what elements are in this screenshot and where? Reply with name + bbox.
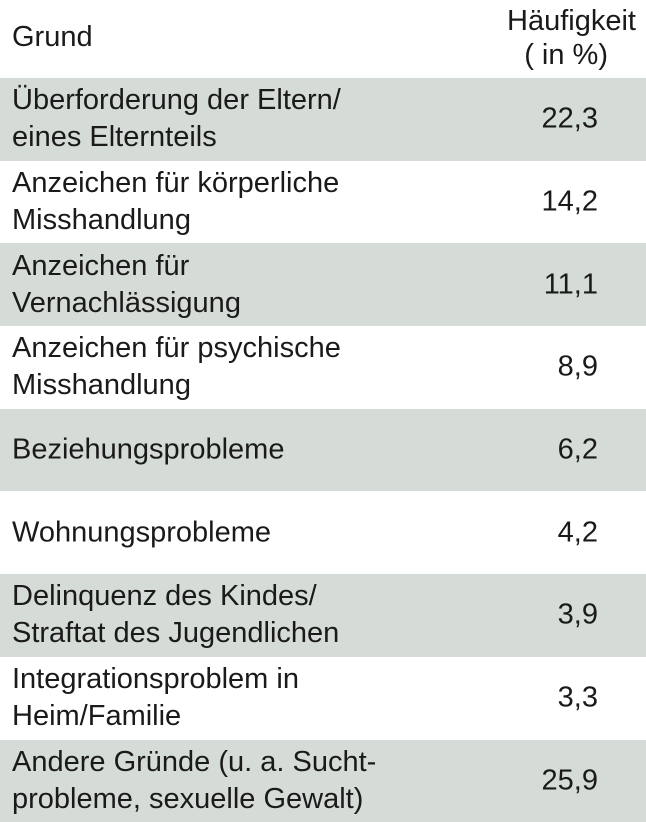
row-value: 8,9 [557,350,598,383]
row-reason: Anzeichen für Vernachlässigung [12,249,241,319]
row-value: 25,9 [541,764,598,797]
row-value: 4,2 [557,516,598,549]
table-header: Grund Häufigkeit ( in %) [0,0,646,78]
table-row: Andere Gründe (u. a. Sucht- probleme, se… [0,739,646,822]
row-value: 3,9 [557,598,598,631]
header-reason: Grund [12,21,93,53]
table-row: Beziehungsprobleme 6,2 [0,408,646,492]
row-value: 14,2 [541,185,598,218]
row-reason: Anzeichen für psychische Misshandlung [12,332,341,402]
row-reason: Wohnungsprobleme [12,516,272,549]
table-row: Überforderung der Eltern/ eines Elternte… [0,78,646,161]
table-row: Anzeichen für Vernachlässigung 11,1 [0,243,646,327]
table-row: Anzeichen für psychische Misshandlung 8,… [0,326,646,409]
header-frequency-line2: ( in %) [524,39,608,71]
row-reason: Anzeichen für körperliche Misshandlung [12,167,340,237]
row-value: 6,2 [557,433,598,466]
row-value: 22,3 [541,102,598,135]
row-reason: Delinquenz des Kindes/ Straftat des Juge… [12,580,340,650]
row-reason: Andere Gründe (u. a. Sucht- probleme, se… [12,745,377,815]
header-frequency: Häufigkeit ( in %) [436,4,636,72]
row-value: 11,1 [543,268,598,301]
row-value: 3,3 [557,681,598,714]
row-reason: Überforderung der Eltern/ eines Elternte… [12,84,341,154]
header-frequency-line1: Häufigkeit [507,5,636,37]
row-reason: Beziehungsprobleme [12,433,285,466]
table-row: Delinquenz des Kindes/ Straftat des Juge… [0,574,646,657]
row-reason: Integrationsproblem in Heim/Familie [12,663,299,733]
table-row: Wohnungsprobleme 4,2 [0,491,646,575]
table-row: Anzeichen für körperliche Misshandlung 1… [0,160,646,244]
table-row: Integrationsproblem in Heim/Familie 3,3 [0,656,646,740]
